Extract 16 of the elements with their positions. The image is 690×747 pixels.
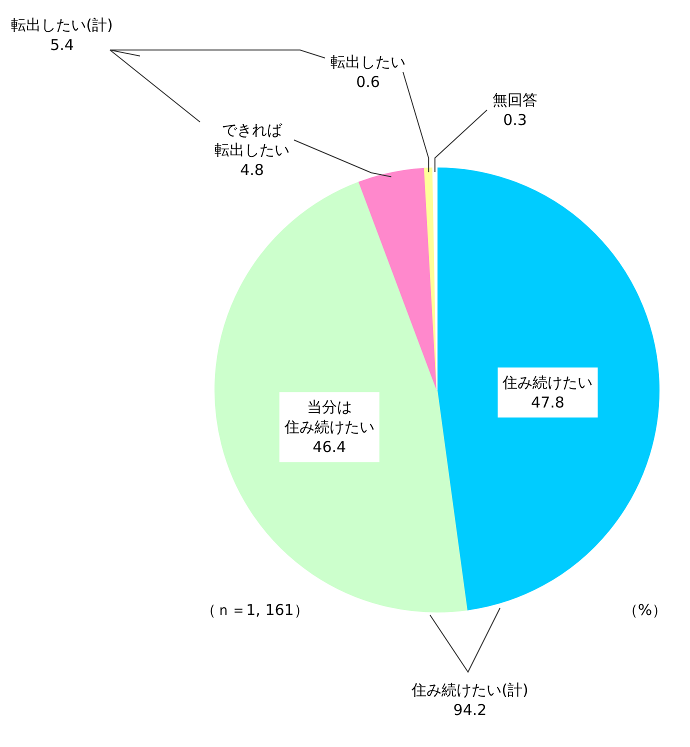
slice-label: 無回答 (492, 91, 538, 109)
data-label: 4.8 (240, 161, 264, 179)
pie-slice (358, 168, 438, 390)
data-label: 0.3 (503, 111, 527, 129)
data-label: 46.4 (312, 438, 346, 456)
text: （%） (622, 601, 668, 619)
data-label: 47.8 (531, 394, 564, 412)
slice-label: 転出したい (330, 53, 406, 71)
data-label: 0.6 (356, 73, 380, 91)
text: 転出したい(計) 5.4 (11, 16, 113, 54)
slice-label: できれば転出したい (214, 121, 290, 159)
text: （ｎ＝1, 161） (201, 601, 309, 619)
slice-label: 当分は住み続けたい (283, 398, 374, 436)
slice-label: 住み続けたい (502, 374, 593, 392)
pie-slice (432, 168, 438, 390)
text: 住み続けたい(計) 94.2 (410, 681, 528, 719)
